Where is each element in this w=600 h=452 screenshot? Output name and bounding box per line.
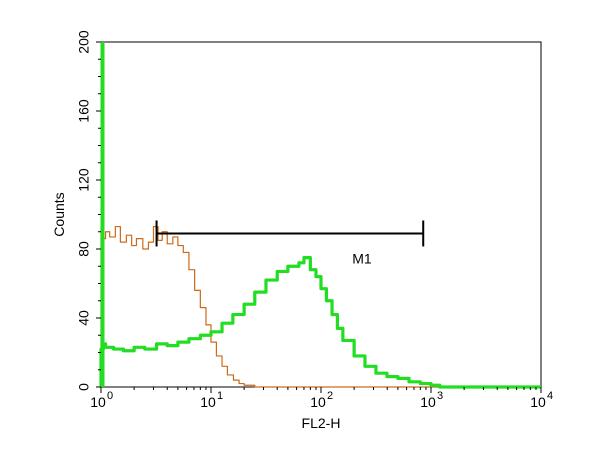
y-tick-label: 200	[76, 30, 92, 54]
y-tick-label: 0	[76, 383, 92, 391]
x-tick-label-exponent: 0	[107, 390, 113, 402]
axes	[100, 41, 542, 388]
x-axis-label: FL2-H	[302, 415, 341, 431]
x-tick-label-base: 10	[530, 394, 546, 410]
y-tick-label: 80	[76, 241, 92, 257]
y-tick-label: 160	[76, 99, 92, 123]
x-tick-label-exponent: 4	[547, 390, 553, 402]
gate-m1-label: M1	[352, 250, 372, 266]
y-axis-label: Counts	[51, 192, 67, 236]
y-tick-label: 40	[76, 310, 92, 326]
plot-frame	[100, 41, 542, 388]
x-tick-label-exponent: 3	[437, 390, 443, 402]
series-layer	[99, 42, 541, 389]
x-tick-label-base: 10	[310, 394, 326, 410]
x-tick-label-base: 10	[90, 394, 106, 410]
y-tick-label: 120	[76, 168, 92, 192]
series-orange-histogram	[100, 225, 541, 388]
x-tick-label-base: 10	[420, 394, 436, 410]
x-tick-label-exponent: 1	[217, 390, 223, 402]
x-tick-label-base: 10	[200, 394, 216, 410]
x-tick-label-exponent: 2	[327, 390, 333, 402]
series-green-histogram	[99, 256, 541, 389]
gate-layer: M1	[155, 220, 425, 266]
